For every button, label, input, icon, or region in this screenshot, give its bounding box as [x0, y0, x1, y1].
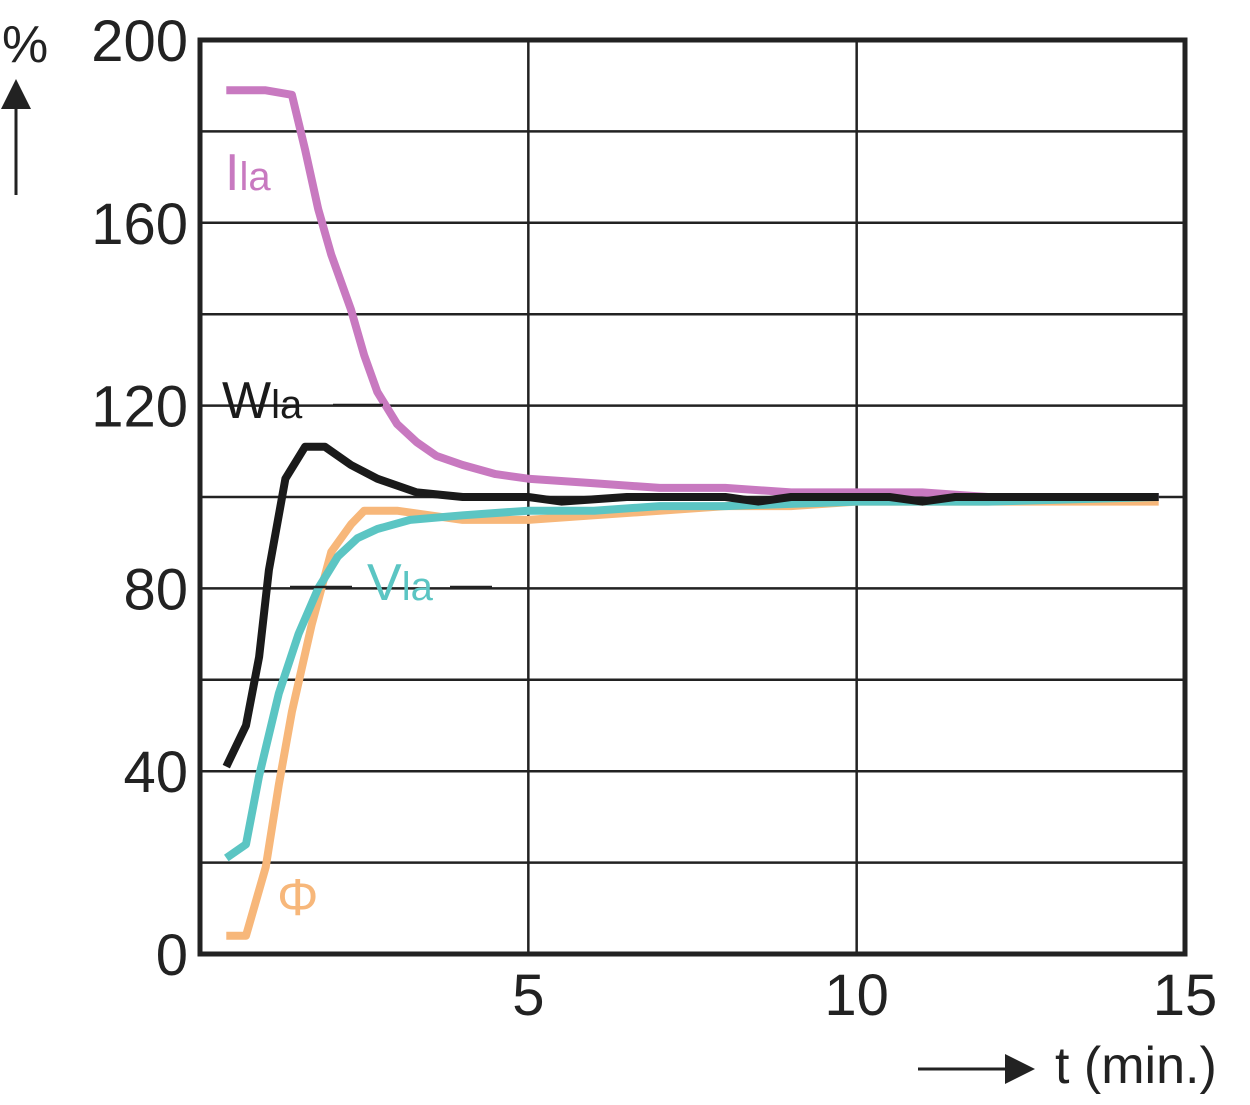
y-tick-label: 160: [91, 192, 188, 257]
x-tick-label: 10: [824, 963, 889, 1028]
series-label-main: V: [367, 554, 402, 612]
y-tick-label: 80: [123, 557, 188, 622]
series-label-main: Φ: [277, 869, 319, 927]
series-layer: [222, 86, 1159, 940]
x-tick-label: 15: [1153, 963, 1218, 1028]
series-label-sub: la: [239, 155, 271, 199]
plot-frame: [197, 37, 1188, 957]
series-line-wla: [222, 442, 1159, 769]
tick-layer: 0 40 80 120 160 200 5 10 15: [91, 9, 1217, 1028]
y-tick-label: 120: [91, 375, 188, 440]
series-label-phi: Φ: [277, 869, 319, 927]
y-axis-label: %: [2, 16, 48, 74]
series-label-vla: Vla: [367, 554, 434, 612]
y-tick-label: 0: [156, 923, 188, 988]
x-axis-label: t (min.): [1055, 1037, 1217, 1095]
series-label-wla: Wla: [222, 372, 303, 430]
series-label-sub: la: [271, 383, 303, 427]
series-label-main: I: [225, 144, 239, 202]
series-label-sub: la: [402, 565, 434, 609]
y-tick-label: 200: [91, 9, 188, 74]
x-tick-label: 5: [512, 963, 544, 1028]
series-label-main: W: [222, 372, 271, 430]
series-label-ila: Ila: [225, 144, 271, 202]
y-tick-label: 40: [123, 740, 188, 805]
series-line-vla: [224, 493, 1159, 862]
series-line-ila: [226, 86, 1159, 501]
